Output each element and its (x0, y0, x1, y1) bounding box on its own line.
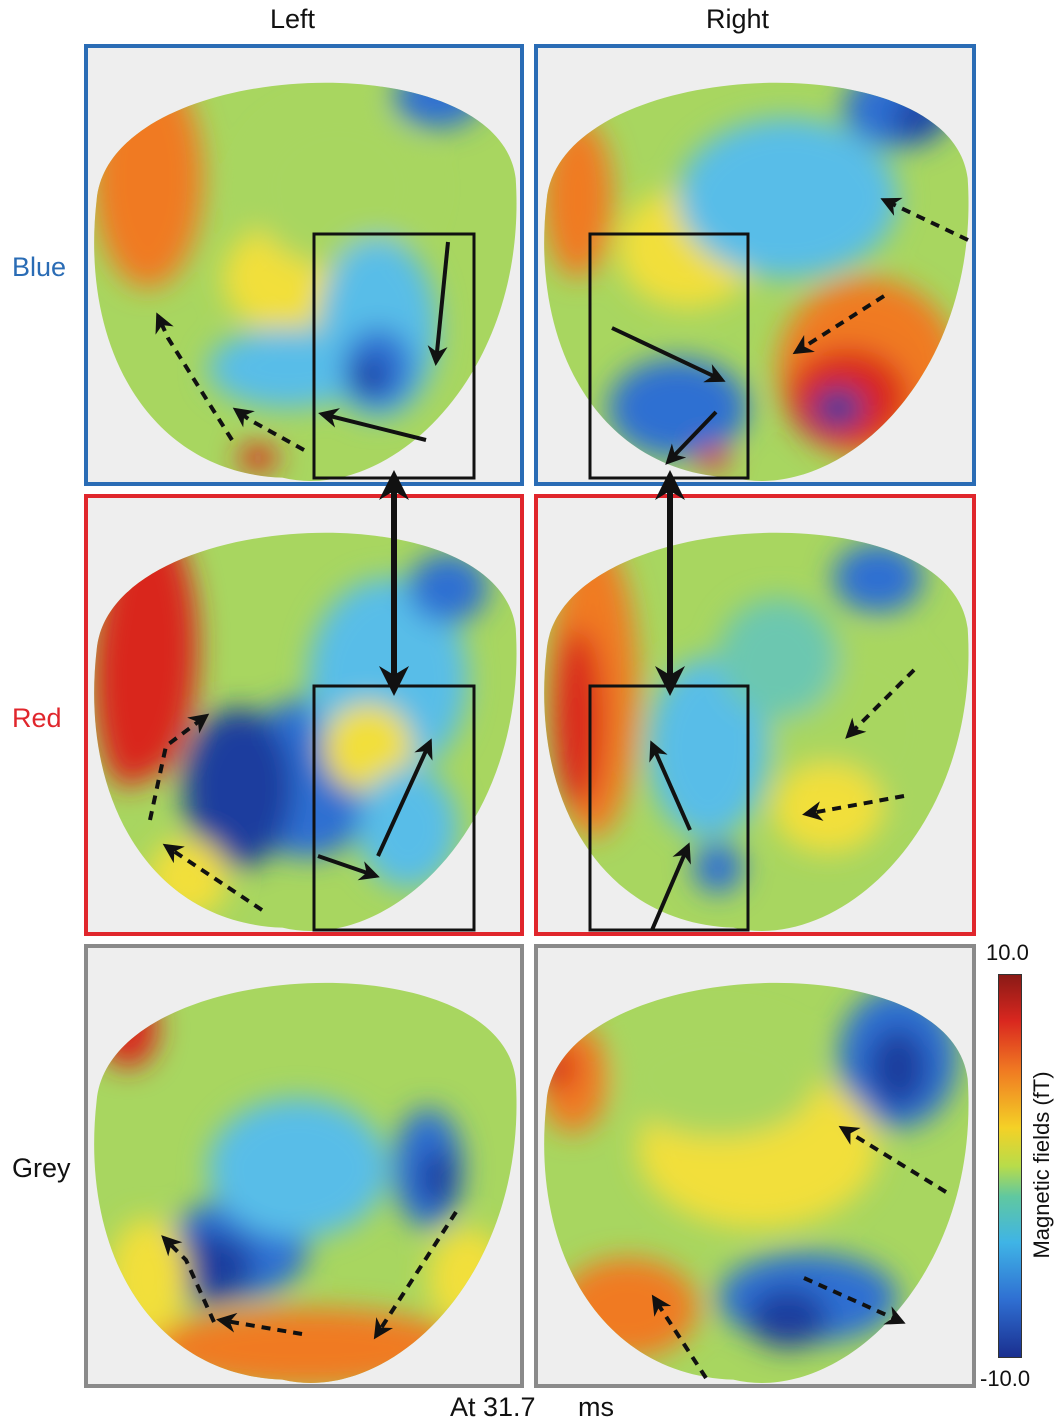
row-label-red: Red (12, 703, 62, 733)
field-region (618, 1018, 818, 1138)
field-region (183, 708, 293, 868)
field-region (773, 763, 883, 853)
field-region (748, 1288, 828, 1348)
field-region (718, 598, 838, 718)
map-grey-left (84, 944, 524, 1388)
field-region (393, 82, 483, 128)
map-blue-left (84, 44, 524, 486)
time-prefix: At 31.7 (450, 1392, 536, 1422)
field-region (358, 768, 458, 888)
map-blue-right (534, 44, 976, 486)
field-region (893, 98, 943, 138)
field-region (428, 1228, 508, 1328)
field-region (558, 1258, 698, 1358)
map-red-left (84, 494, 524, 936)
field-region (238, 444, 278, 472)
field-region (94, 82, 203, 288)
topomap-svg (94, 982, 517, 1383)
field-region (98, 988, 158, 1068)
topomap-svg (544, 82, 969, 481)
field-region (693, 843, 743, 893)
row-label-grey: Grey (12, 1153, 71, 1183)
column-header-left: Left (270, 4, 316, 34)
field-region (608, 358, 748, 458)
field-region (544, 118, 613, 278)
colorbar-max: 10.0 (986, 940, 1029, 965)
topomap-svg (94, 532, 517, 931)
field-region (697, 446, 729, 470)
colorbar (998, 974, 1022, 1358)
row-label-blue: Blue (12, 252, 67, 282)
topomap-svg (94, 82, 517, 481)
field-region (868, 1028, 928, 1108)
field-region (248, 108, 428, 268)
field-region (544, 1046, 576, 1090)
map-red-right (534, 494, 976, 936)
field-region (420, 1148, 456, 1208)
field-region (94, 568, 163, 788)
field-region (408, 553, 488, 623)
field-region (350, 360, 386, 396)
field-region (813, 388, 863, 428)
field-region (108, 1218, 188, 1338)
topomap-svg (544, 532, 969, 931)
field-region (678, 118, 898, 278)
time-unit: ms (578, 1392, 614, 1422)
field-region (833, 543, 923, 613)
topomap-svg (544, 982, 969, 1383)
field-region (148, 838, 228, 918)
map-grey-right (534, 944, 976, 1388)
colorbar-min: -10.0 (980, 1366, 1031, 1391)
field-region (208, 1098, 388, 1238)
colorbar-label: Magnetic fields (fT) (1029, 1071, 1054, 1259)
column-header-right: Right (706, 4, 770, 34)
field-region (553, 628, 603, 808)
